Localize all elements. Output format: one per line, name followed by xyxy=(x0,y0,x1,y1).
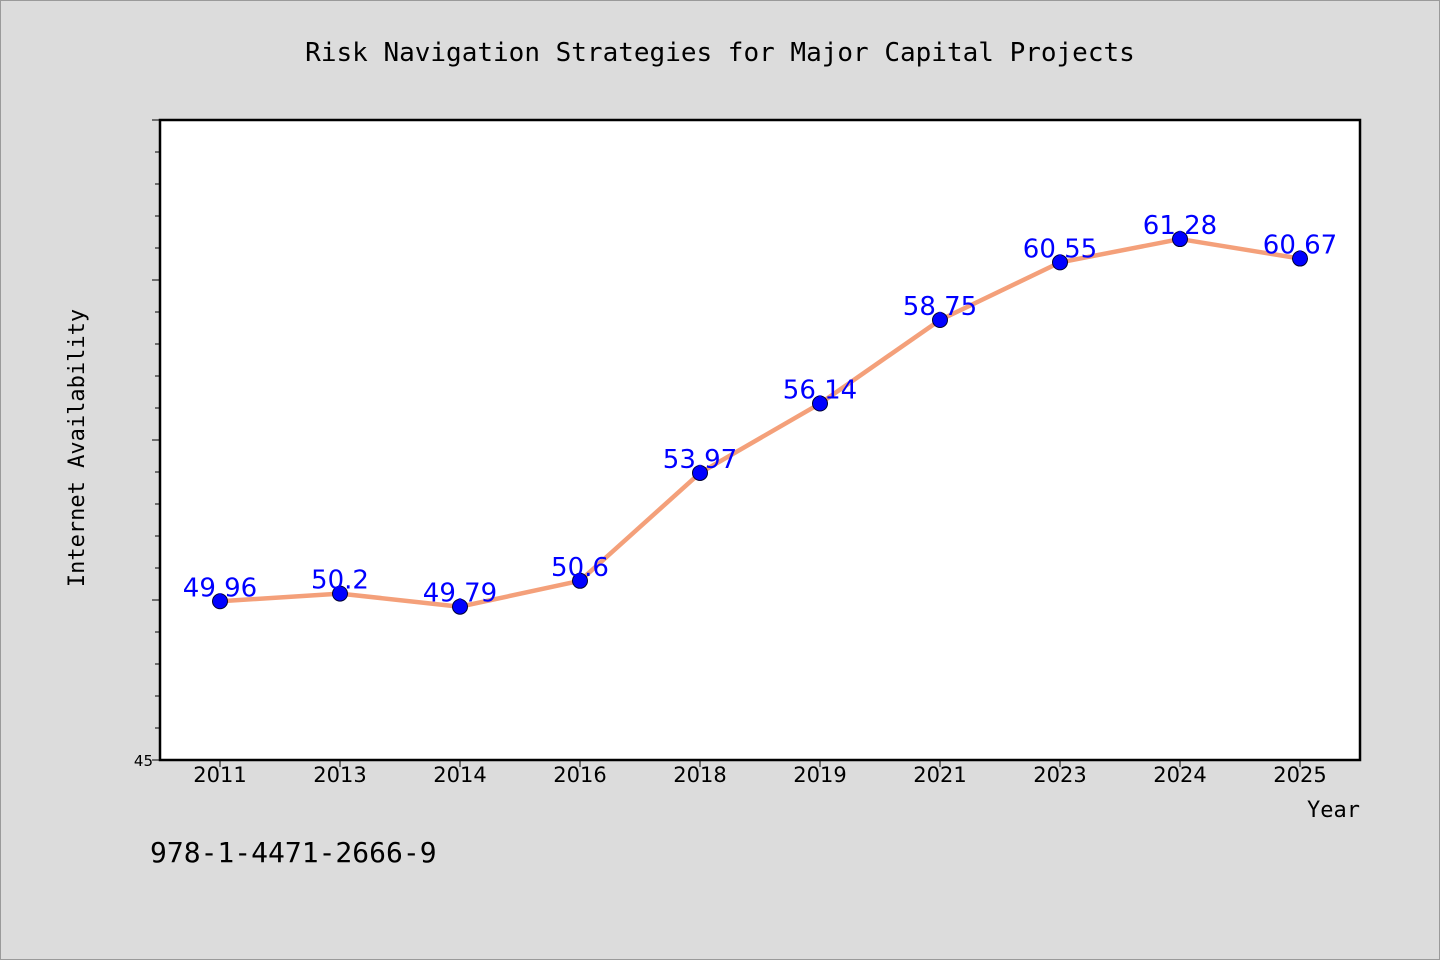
x-tick-label: 2025 xyxy=(1273,763,1326,787)
data-point xyxy=(1292,250,1308,267)
data-label: 58.75 xyxy=(903,292,977,322)
data-point xyxy=(212,593,228,610)
data-label: 61.28 xyxy=(1143,211,1217,241)
data-point xyxy=(932,312,948,328)
data-point xyxy=(1052,254,1068,271)
x-tick-label: 2014 xyxy=(433,763,486,787)
data-label: 50.2 xyxy=(311,566,369,596)
data-point xyxy=(452,598,468,615)
data-label: 49.96 xyxy=(183,573,257,603)
x-tick-label: 2018 xyxy=(673,763,726,787)
x-tick-label: 2011 xyxy=(193,763,246,787)
x-tick-label: 2019 xyxy=(793,763,846,787)
y-axis-ticks xyxy=(152,119,160,761)
data-label: 49.79 xyxy=(423,579,497,609)
isbn-text: 978-1-4471-2666-9 xyxy=(150,836,437,869)
x-axis-ticks: 2011 2013 2014 2016 2018 2019 2021 2023 2024 2025 xyxy=(193,760,1327,787)
plot-area xyxy=(158,118,1362,762)
data-label: 60.67 xyxy=(1263,231,1337,261)
x-axis-label: Year xyxy=(1307,798,1360,823)
x-tick-label: 2024 xyxy=(1153,763,1206,787)
data-label: 60.55 xyxy=(1023,234,1097,264)
x-tick-label: 2023 xyxy=(1033,763,1086,787)
data-label: 56.14 xyxy=(783,376,857,406)
data-point xyxy=(1172,231,1188,248)
x-tick-label: 2016 xyxy=(553,763,606,787)
series-line-group xyxy=(217,236,1303,609)
y-axis-label: Internet Availability xyxy=(65,309,90,587)
data-label: 50.6 xyxy=(551,553,609,583)
data-point xyxy=(812,395,828,412)
x-tick-label: 2021 xyxy=(913,763,966,787)
data-labels-group: 49.96 50.2 49.79 50.6 53.97 56.14 58.75 60.55 61… xyxy=(183,211,1337,609)
data-point xyxy=(332,585,348,602)
chart-title: Risk Navigation Strategies for Major Cap… xyxy=(305,38,1135,68)
data-point xyxy=(692,464,708,481)
markers-group xyxy=(212,231,1308,615)
series-line xyxy=(217,236,1303,609)
data-label: 53.97 xyxy=(663,445,737,475)
x-tick-label: 2013 xyxy=(313,763,366,787)
data-point xyxy=(572,572,588,589)
y-tick-label: 45 xyxy=(134,752,153,770)
